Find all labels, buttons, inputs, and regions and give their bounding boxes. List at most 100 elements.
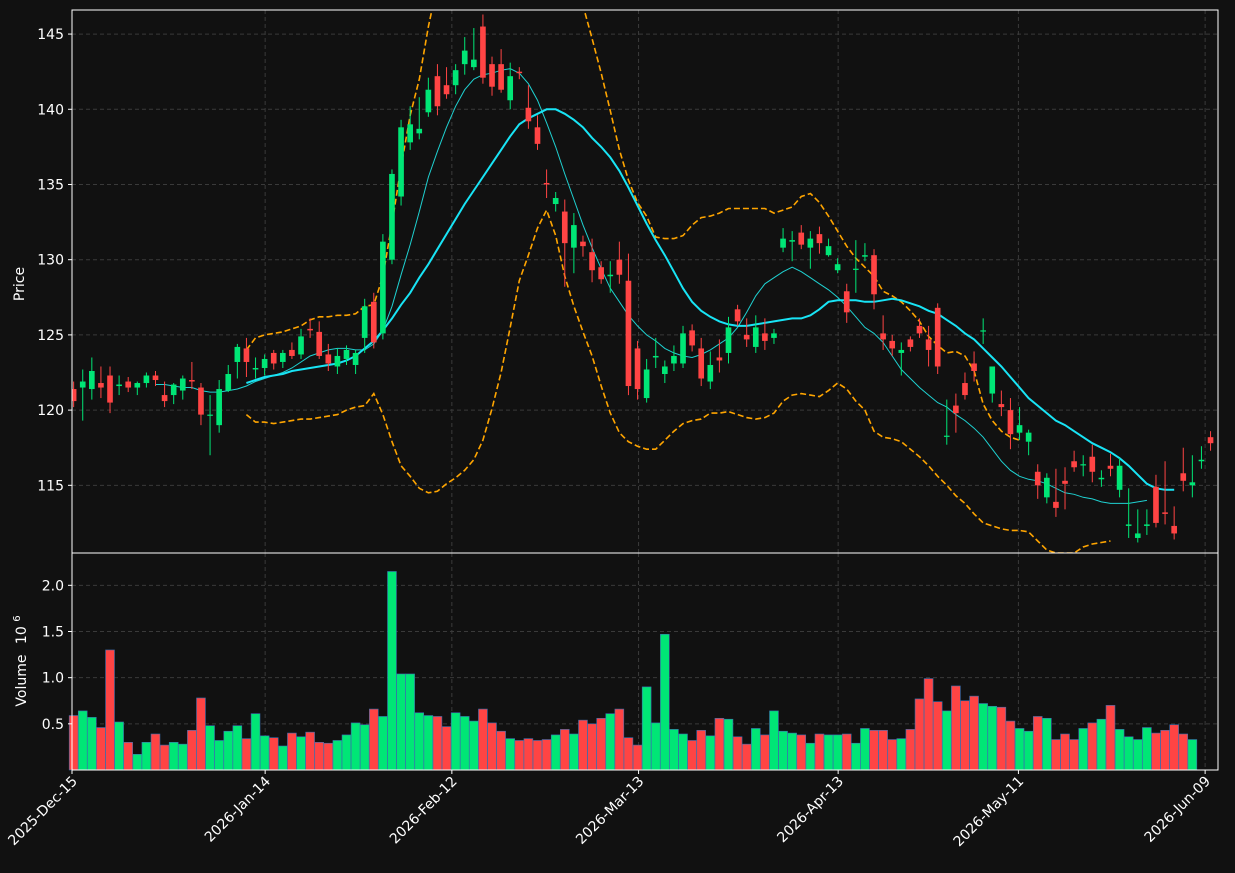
candle-body	[725, 327, 732, 353]
volume-bar	[305, 731, 315, 771]
candle	[771, 328, 777, 344]
candle-body	[234, 346, 241, 362]
candle-body	[1016, 425, 1023, 433]
volume-bar	[105, 649, 115, 771]
volume-bar	[751, 728, 761, 771]
volume-bar	[996, 706, 1007, 771]
candle-body	[289, 349, 295, 356]
volume-bar	[732, 736, 743, 771]
volume-bar	[114, 721, 124, 771]
volume-axis-label-text: Volume	[14, 655, 30, 707]
candle	[589, 238, 595, 283]
volume-bar	[96, 727, 106, 771]
volume-bar	[223, 730, 234, 771]
volume-bar	[296, 736, 306, 771]
candle-body	[789, 240, 795, 242]
candle	[1016, 407, 1023, 441]
candle	[752, 315, 759, 353]
volume-bar	[423, 715, 434, 771]
candle-body	[1044, 477, 1050, 498]
volume-bar	[741, 743, 752, 771]
volume-bar	[241, 738, 252, 771]
candle	[1062, 467, 1068, 510]
candle-body	[625, 280, 632, 387]
volume-tick-label: 1.0	[42, 671, 64, 687]
candle	[816, 226, 823, 254]
candle-body	[389, 173, 395, 260]
candle-body	[207, 414, 213, 416]
candle-body	[743, 334, 750, 340]
candle	[161, 381, 168, 408]
volume-bar	[287, 732, 297, 771]
candle	[170, 383, 177, 405]
candle-body	[943, 435, 950, 437]
volume-bar	[905, 729, 916, 771]
candle	[234, 343, 241, 379]
candle-body	[452, 70, 459, 86]
volume-bar	[141, 741, 152, 771]
candle	[507, 62, 514, 110]
candle-body	[780, 238, 786, 248]
candle	[1034, 464, 1041, 499]
candle	[543, 169, 550, 199]
volume-bar	[978, 703, 988, 771]
volume-bar	[496, 730, 506, 771]
candle-body	[280, 352, 286, 362]
candle	[243, 337, 250, 378]
candle	[216, 380, 222, 433]
candle	[389, 169, 395, 265]
candle-body	[261, 358, 268, 368]
candle	[807, 231, 814, 269]
candle	[934, 303, 941, 375]
candle	[125, 377, 132, 393]
volume-bar	[660, 633, 670, 771]
volume-bar	[369, 708, 379, 771]
candle	[825, 238, 832, 257]
volume-bar	[896, 738, 907, 771]
volume-bar	[596, 717, 606, 771]
volume-bar	[1051, 739, 1061, 771]
volume-bar	[1014, 728, 1025, 771]
price-tick-label: 145	[37, 27, 64, 43]
volume-bar	[951, 685, 961, 771]
candle	[571, 213, 577, 274]
candle-body	[352, 352, 359, 365]
candle	[580, 235, 586, 257]
volume-bar	[832, 734, 843, 771]
candle	[270, 349, 277, 370]
candle	[72, 381, 77, 408]
volume-bar	[769, 710, 779, 771]
volume-bar	[532, 740, 543, 771]
volume-bar	[450, 712, 461, 771]
volume-bar	[359, 724, 370, 771]
price-tick-label: 115	[37, 478, 64, 494]
volume-tick-label: 0.5	[42, 717, 64, 733]
candle-body	[380, 241, 386, 334]
candle-body	[798, 232, 805, 245]
candle-body	[1025, 432, 1032, 442]
candle-body	[152, 375, 159, 381]
candle	[1089, 444, 1096, 483]
candle-body	[916, 325, 923, 334]
volume-bar	[914, 698, 925, 771]
candle	[662, 360, 668, 384]
candle	[325, 343, 332, 371]
candle	[652, 337, 659, 368]
candle	[370, 292, 377, 349]
candle-body	[1107, 465, 1114, 469]
candle-body	[125, 381, 132, 388]
volume-bar	[332, 740, 343, 771]
candle-body	[516, 71, 523, 74]
candle	[416, 97, 423, 140]
candle	[452, 64, 459, 95]
candle	[1053, 468, 1059, 517]
volume-bar	[87, 717, 97, 771]
candle	[643, 358, 650, 403]
candle	[307, 318, 313, 338]
volume-bar	[796, 734, 807, 771]
volume-bar	[187, 729, 197, 771]
candle	[98, 366, 104, 399]
candle	[289, 342, 295, 359]
volume-bar	[760, 734, 770, 771]
volume-bar	[860, 728, 870, 771]
